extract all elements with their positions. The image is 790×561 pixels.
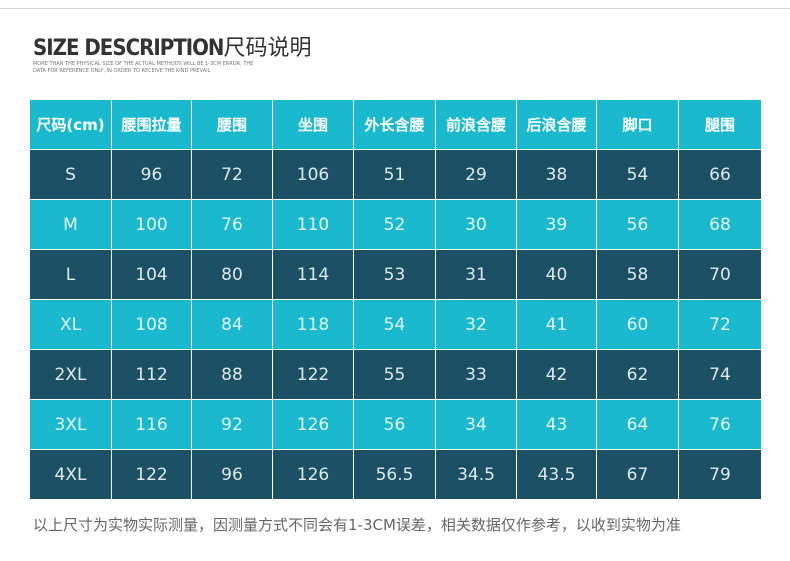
cell: 96 [192,450,273,500]
cell: 122 [112,450,192,500]
cell: 60 [597,300,679,350]
header-cell: 脚口 [597,100,679,150]
cell: 106 [273,150,354,200]
title-cn: 尺码说明 [223,36,312,61]
header-cell: 腰围拉量 [112,100,192,150]
cell: 126 [273,450,354,500]
cell: 67 [597,450,679,500]
cell: 39 [517,200,597,250]
cell: 56 [597,200,679,250]
cell: 116 [112,400,192,450]
cell: 122 [273,350,354,400]
cell: 96 [112,150,192,200]
cell: 54 [354,300,436,350]
cell: 88 [192,350,273,400]
cell: 56 [354,400,436,450]
cell: 110 [273,200,354,250]
footer-note: 以上尺寸为实物实际测量，因测量方式不同会有1-3CM误差，相关数据仅作参考，以收… [33,516,681,534]
cell: 56.5 [354,450,436,500]
header-cell: 后浪含腰 [517,100,597,150]
cell: 64 [597,400,679,450]
subtitle: DATA FOR REFERENCE ONLY, IN ORDER TO REC… [33,68,211,74]
cell: 55 [354,350,436,400]
cell: 68 [679,200,762,250]
cell: 108 [112,300,192,350]
cell: 72 [192,150,273,200]
header-cell: 外长含腰 [354,100,436,150]
cell: 34.5 [436,450,517,500]
cell: 40 [517,250,597,300]
title-en: SIZE DESCRIPTION [33,36,224,61]
cell: 3XL [30,400,112,450]
header-cell: 前浪含腰 [436,100,517,150]
header-cell: 腿围 [679,100,762,150]
cell: 74 [679,350,762,400]
cell: 70 [679,250,762,300]
cell: 32 [436,300,517,350]
cell: 2XL [30,350,112,400]
cell: 51 [354,150,436,200]
header-cell: 尺码(cm) [30,100,112,150]
cell: 100 [112,200,192,250]
cell: 43.5 [517,450,597,500]
cell: 54 [597,150,679,200]
cell: 92 [192,400,273,450]
cell: 62 [597,350,679,400]
cell: 76 [679,400,762,450]
cell: 34 [436,400,517,450]
cell: 53 [354,250,436,300]
cell: 42 [517,350,597,400]
cell: 41 [517,300,597,350]
cell: 112 [112,350,192,400]
cell: 29 [436,150,517,200]
cell: 118 [273,300,354,350]
subtitle: MORE THAN THE PHYSICAL SIZE OF THE ACTUA… [33,61,254,67]
cell: 84 [192,300,273,350]
cell: 43 [517,400,597,450]
cell: 80 [192,250,273,300]
cell: 72 [679,300,762,350]
cell: 79 [679,450,762,500]
cell: 33 [436,350,517,400]
header-cell: 腰围 [192,100,273,150]
cell: 66 [679,150,762,200]
top-rule [0,8,790,9]
cell: 104 [112,250,192,300]
cell: XL [30,300,112,350]
cell: 4XL [30,450,112,500]
cell: 30 [436,200,517,250]
cell: 52 [354,200,436,250]
title: SIZE DESCRIPTION尺码说明 [33,30,311,62]
cell: 31 [436,250,517,300]
cell: L [30,250,112,300]
cell: 126 [273,400,354,450]
header-cell: 坐围 [273,100,354,150]
cell: M [30,200,112,250]
cell: 76 [192,200,273,250]
cell: 38 [517,150,597,200]
cell: 114 [273,250,354,300]
cell: S [30,150,112,200]
cell: 58 [597,250,679,300]
size-table: 尺码(cm) 腰围拉量 腰围 坐围 外长含腰 前浪含腰 后浪含腰 脚口 腿围 S 96 72 106 51… [30,100,762,503]
